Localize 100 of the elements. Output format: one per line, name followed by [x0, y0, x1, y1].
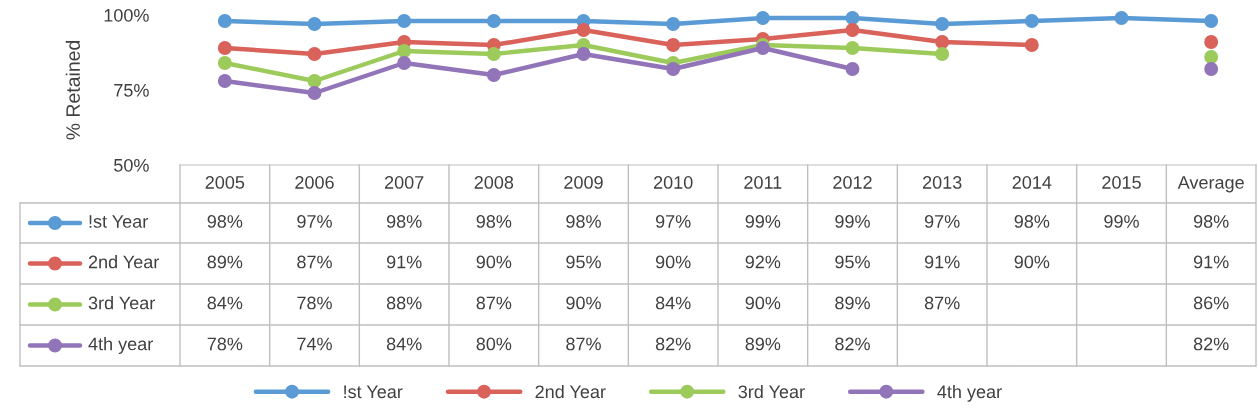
point — [1204, 50, 1219, 64]
data-label: 88% — [386, 296, 422, 310]
point — [845, 62, 860, 76]
x-tick-label: 2013 — [922, 176, 962, 189]
x-tick-label: 2014 — [1012, 176, 1052, 189]
x-tick-label: 2007 — [384, 176, 424, 189]
x-tick-label: 2011 — [744, 176, 782, 189]
point — [486, 68, 501, 82]
x-tick-label: 2009 — [564, 176, 603, 189]
data-label: 84% — [386, 337, 422, 351]
data-label: 82% — [655, 337, 691, 351]
text: 4th year — [937, 384, 1002, 402]
point — [397, 44, 412, 58]
point — [935, 35, 950, 49]
data-label: 91% — [386, 255, 422, 269]
data-label: 90% — [745, 296, 781, 310]
point — [845, 41, 860, 55]
y-tick-label: 75% — [114, 84, 149, 97]
data-label: 87% — [297, 255, 332, 269]
data-label: 98% — [1014, 215, 1050, 228]
data-label: 98% — [476, 215, 512, 228]
data-label: 99% — [745, 215, 781, 228]
data-label: 74% — [297, 337, 332, 351]
point — [397, 56, 412, 70]
data-label: 95% — [566, 255, 601, 269]
data-label: 95% — [835, 255, 870, 269]
point — [666, 38, 681, 52]
x-tick-label: 2015 — [1102, 176, 1141, 189]
y-axis-title: % Retained — [65, 40, 80, 140]
x-tick-label: 2012 — [833, 176, 872, 189]
data-label: 98% — [566, 215, 601, 228]
x-tick-label: 2005 — [205, 176, 245, 189]
data-label: 99% — [835, 215, 870, 228]
data-label: 98% — [386, 215, 422, 228]
data-label: 78% — [297, 296, 332, 310]
data-label: 90% — [476, 255, 512, 269]
point — [307, 74, 322, 88]
legend-label: 2nd Year — [88, 255, 160, 269]
point — [935, 17, 950, 31]
data-label: 82% — [1193, 337, 1229, 351]
data-label: 97% — [655, 215, 691, 228]
data-label: 87% — [476, 296, 512, 310]
data-label: 89% — [835, 296, 870, 310]
data-label: 92% — [745, 255, 781, 269]
data-label: 87% — [566, 337, 601, 351]
data-label: 90% — [566, 296, 601, 310]
y-tick-label: 100% — [104, 8, 149, 22]
data-label: 89% — [745, 337, 781, 351]
point — [217, 14, 232, 28]
point — [1024, 14, 1039, 28]
point — [935, 47, 950, 61]
data-label: 82% — [835, 337, 870, 351]
point — [397, 14, 412, 28]
point — [666, 62, 681, 76]
text: !st Year — [344, 385, 403, 399]
data-label: 97% — [297, 215, 332, 228]
data-label: 84% — [655, 296, 691, 310]
point — [217, 41, 232, 55]
data-label: 86% — [1193, 296, 1229, 310]
data-label: 90% — [655, 255, 691, 269]
text: 2nd Year — [535, 384, 606, 399]
data-label: 80% — [476, 337, 512, 351]
point — [486, 47, 501, 61]
point — [1024, 38, 1039, 52]
point — [1204, 14, 1219, 28]
x-tick-label: 2008 — [474, 176, 514, 189]
data-label: 98% — [207, 215, 243, 228]
point — [1114, 11, 1129, 25]
legend-label: 3rd Year — [88, 296, 155, 310]
point — [307, 17, 322, 31]
point — [217, 74, 232, 88]
y-tick-label: 50% — [114, 158, 149, 172]
point — [486, 14, 501, 28]
data-label: 89% — [207, 255, 243, 269]
x-tick-label: Average — [1177, 176, 1244, 193]
legend-label: !st Year — [89, 215, 148, 228]
point — [576, 47, 591, 61]
point — [307, 47, 322, 61]
data-label: 78% — [207, 337, 243, 351]
data-label: 97% — [924, 215, 960, 228]
data-label: 90% — [1014, 255, 1050, 269]
data-label: 98% — [1193, 215, 1229, 228]
point — [307, 86, 322, 100]
point — [1204, 35, 1219, 49]
x-tick-label: 2006 — [295, 176, 334, 189]
data-label: 91% — [1193, 255, 1229, 269]
x-tick-label: 2010 — [653, 176, 693, 189]
data-label: 84% — [207, 296, 243, 310]
text: 3rd Year — [738, 384, 805, 399]
point — [1204, 62, 1219, 76]
point — [666, 17, 681, 31]
data-label: 87% — [924, 296, 960, 310]
data-label: 99% — [1104, 215, 1139, 228]
point — [217, 56, 232, 70]
point — [576, 23, 591, 37]
point — [755, 11, 770, 25]
legend-label: 4th year — [88, 337, 153, 354]
point — [845, 23, 860, 37]
data-label: 91% — [924, 255, 960, 269]
point — [845, 11, 860, 25]
